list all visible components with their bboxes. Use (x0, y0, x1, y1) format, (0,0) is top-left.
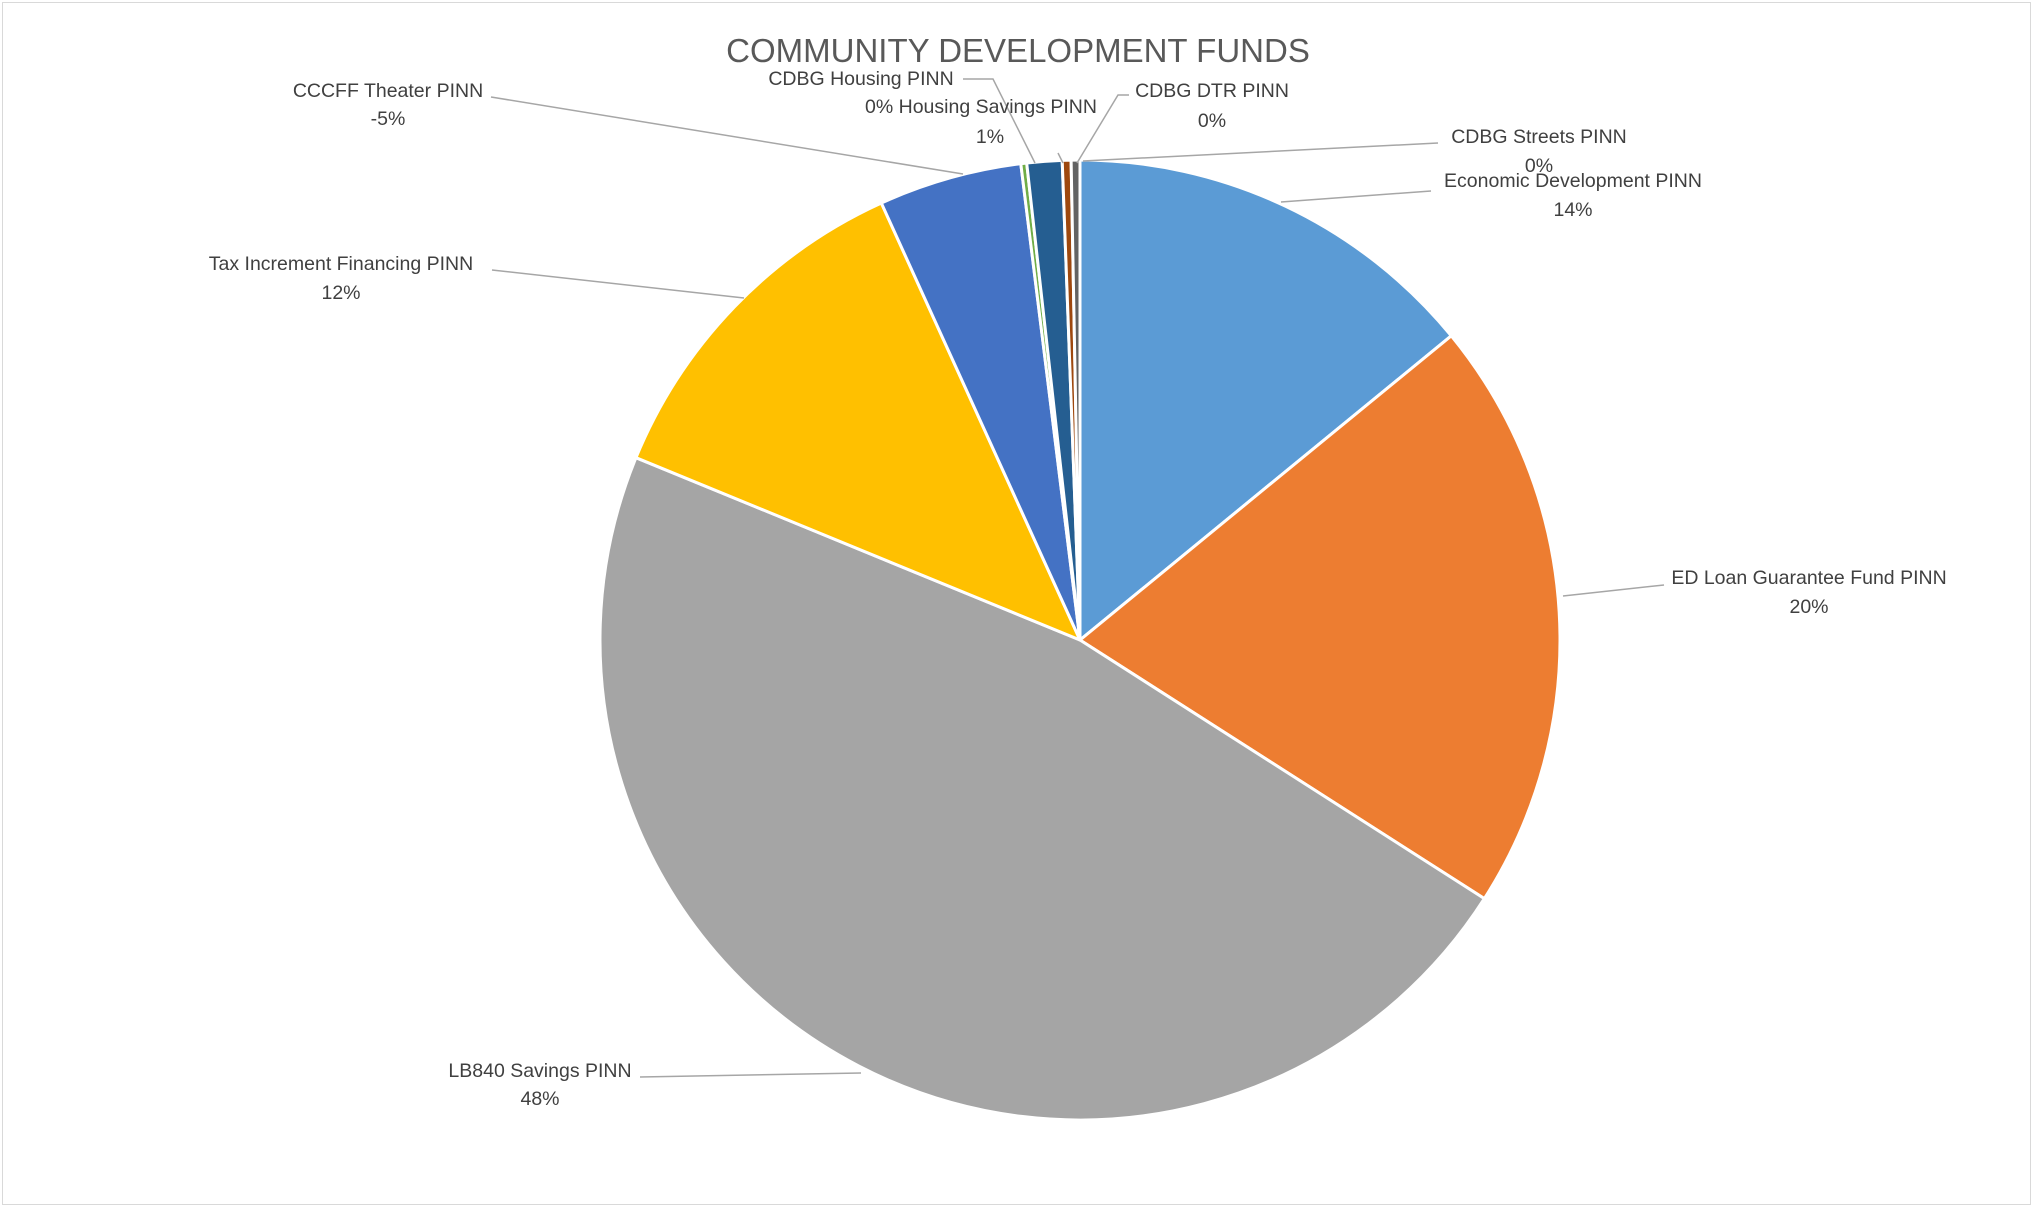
leader-line-housing-savings-pinn (1057, 152, 1064, 164)
data-label-name-economic-development-pinn: Economic Development PINN (1444, 170, 1702, 192)
pie-chart: COMMUNITY DEVELOPMENT FUNDS Economic Dev… (209, 32, 1947, 1122)
pie-slice-ed-loan-guarantee-fund-pinn (1078, 334, 1562, 901)
leader-line-ed-loan-guarantee-fund-pinn (1562, 584, 1665, 597)
leader-line-cdbg-dtr-pinn (1076, 94, 1129, 164)
leader-line-economic-development-pinn (1280, 190, 1432, 203)
pie-slice-lb840-savings-pinn (598, 456, 1486, 1122)
data-label-value-economic-development-pinn: 14% (1553, 199, 1592, 221)
data-label-value-lb840-savings-pinn: 48% (520, 1088, 559, 1110)
data-label-value-cdbg-streets-pinn: 0% (1525, 155, 1553, 177)
data-label-value-ed-loan-guarantee-fund-pinn: 20% (1789, 596, 1828, 618)
leader-line-cdbg-housing-pinn (963, 78, 1036, 164)
data-label-value-cdbg-housing-pinn: 0% (865, 96, 899, 118)
data-label-value-cccff-theater-pinn: -5% (371, 108, 406, 130)
pie-slice-cdbg-streets-pinn (1069, 158, 1082, 642)
data-label-name-cdbg-streets-pinn: CDBG Streets PINN (1451, 126, 1627, 148)
leader-line-cdbg-streets-pinn (1082, 142, 1439, 162)
pie-slices (598, 158, 1562, 1122)
data-label-name-cdbg-housing-pinn: CDBG Housing PINN (768, 68, 953, 90)
data-label-name-housing-savings-pinn: 0% Housing Savings PINN (865, 96, 1097, 118)
data-label-name-cccff-theater-pinn: CCCFF Theater PINN (293, 80, 483, 102)
data-label-value-tax-increment-financing-pinn: 12% (321, 282, 360, 304)
data-label-name-ed-loan-guarantee-fund-pinn: ED Loan Guarantee Fund PINN (1671, 567, 1946, 589)
data-label-name-cdbg-dtr-pinn: CDBG DTR PINN (1135, 80, 1289, 102)
leader-line-tax-increment-financing-pinn (491, 269, 745, 299)
pie-slice-economic-development-pinn (1078, 158, 1453, 642)
data-label-name-lb840-savings-pinn: LB840 Savings PINN (448, 1060, 631, 1082)
data-label-value-cdbg-dtr-pinn: 0% (1198, 110, 1226, 132)
leader-lines (490, 78, 1665, 1078)
data-label-name-tax-increment-financing-pinn: Tax Increment Financing PINN (209, 253, 473, 275)
leader-line-cccff-theater-pinn (490, 96, 964, 175)
leader-line-lb840-savings-pinn (639, 1072, 862, 1078)
chart-title: COMMUNITY DEVELOPMENT FUNDS (726, 32, 1310, 69)
pie-slice-tax-increment-financing-pinn (634, 201, 1082, 642)
data-label-value-housing-savings-pinn: 1% (976, 126, 1004, 148)
data-labels: Economic Development PINN 14% ED Loan Guar… (209, 68, 1947, 1110)
